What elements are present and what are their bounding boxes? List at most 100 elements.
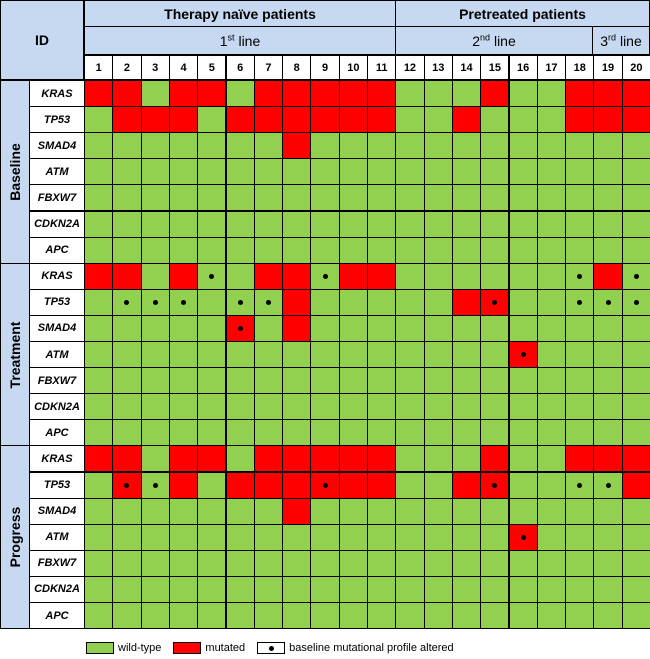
wild-type-cell <box>338 132 368 160</box>
wild-type-cell <box>197 288 227 316</box>
legend-label-wild-type: wild-type <box>118 642 162 654</box>
altered-dot-icon <box>605 299 611 305</box>
wild-type-cell <box>565 575 595 603</box>
mutated-cell <box>282 106 312 134</box>
wild-type-cell <box>367 549 397 577</box>
wild-type-cell <box>338 184 368 212</box>
wild-type-cell <box>395 158 425 186</box>
wild-type-cell <box>395 471 425 499</box>
wild-type-cell <box>423 184 453 212</box>
wild-type-cell <box>395 393 425 421</box>
wild-type-cell <box>253 184 284 212</box>
mutated-cell <box>480 288 510 316</box>
wild-type-cell <box>508 262 538 290</box>
wild-type-cell <box>423 367 453 395</box>
patient-number: 4 <box>168 55 199 80</box>
wild-type-cell <box>253 549 284 577</box>
wild-type-cell <box>367 210 397 238</box>
wild-type-cell <box>282 210 312 238</box>
wild-type-cell <box>338 393 368 421</box>
wild-type-cell <box>621 158 650 186</box>
wild-type-cell <box>112 497 142 525</box>
wild-type-cell <box>395 445 425 473</box>
wild-type-cell <box>593 210 623 238</box>
wild-type-cell <box>536 106 567 134</box>
wild-type-cell <box>593 184 623 212</box>
wild-type-cell <box>253 419 284 447</box>
mutated-cell <box>84 80 114 108</box>
wild-type-cell <box>480 262 510 290</box>
group-header-pretreated: Pretreated patients <box>395 0 650 27</box>
wild-type-cell <box>565 367 595 395</box>
wild-type-cell <box>423 575 453 603</box>
wild-type-cell <box>112 184 142 212</box>
wild-type-cell <box>423 523 453 551</box>
wild-type-cell <box>451 497 482 525</box>
wild-type-cell <box>168 367 199 395</box>
mutated-cell <box>451 288 482 316</box>
gene-label: KRAS <box>29 445 85 473</box>
wild-type-cell <box>621 288 650 316</box>
mutated-cell <box>310 471 340 499</box>
wild-type-cell <box>84 575 114 603</box>
wild-type-cell <box>451 575 482 603</box>
wild-type-cell <box>338 288 368 316</box>
mutated-cell <box>621 106 650 134</box>
legend-item-mutated: mutated <box>173 642 245 654</box>
mutated-cell <box>140 106 170 134</box>
wild-type-cell <box>621 341 650 369</box>
altered-dot-icon <box>237 299 243 305</box>
wild-type-cell <box>565 132 595 160</box>
wild-type-cell <box>395 262 425 290</box>
wild-type-cell <box>310 393 340 421</box>
wild-type-cell <box>282 419 312 447</box>
wild-type-cell <box>84 158 114 186</box>
mutated-cell <box>508 523 538 551</box>
legend-swatch-altered <box>257 642 286 654</box>
mutated-cell <box>282 288 312 316</box>
wild-type-cell <box>197 106 227 134</box>
altered-dot-icon <box>152 299 158 305</box>
wild-type-cell <box>140 184 170 212</box>
wild-type-cell <box>338 602 368 630</box>
wild-type-cell <box>197 132 227 160</box>
wild-type-cell <box>423 210 453 238</box>
wild-type-cell <box>395 288 425 316</box>
wild-type-cell <box>253 341 284 369</box>
wild-type-cell <box>395 367 425 395</box>
gene-label: FBXW7 <box>29 549 85 577</box>
gene-label: ATM <box>29 523 85 551</box>
mutated-cell <box>197 445 227 473</box>
wild-type-cell <box>310 236 340 264</box>
wild-type-cell <box>423 106 453 134</box>
mutated-cell <box>367 80 397 108</box>
mutated-cell <box>253 445 284 473</box>
wild-type-cell <box>451 393 482 421</box>
mutated-cell <box>593 106 623 134</box>
wild-type-cell <box>84 549 114 577</box>
mutated-cell <box>593 262 623 290</box>
wild-type-cell <box>253 314 284 342</box>
wild-type-cell <box>565 262 595 290</box>
wild-type-cell <box>536 262 567 290</box>
gene-label: ATM <box>29 341 85 369</box>
wild-type-cell <box>310 419 340 447</box>
wild-type-cell <box>112 132 142 160</box>
mutated-cell <box>112 471 142 499</box>
mutated-cell <box>112 262 142 290</box>
gene-label: CDKN2A <box>29 575 85 603</box>
mutated-cell <box>310 445 340 473</box>
wild-type-cell <box>621 314 650 342</box>
wild-type-cell <box>395 419 425 447</box>
wild-type-cell <box>84 210 114 238</box>
wild-type-cell <box>168 314 199 342</box>
wild-type-cell <box>338 523 368 551</box>
wild-type-cell <box>225 497 255 525</box>
mutated-cell <box>451 471 482 499</box>
wild-type-cell <box>225 288 255 316</box>
wild-type-cell <box>338 549 368 577</box>
wild-type-cell <box>140 523 170 551</box>
wild-type-cell <box>480 236 510 264</box>
mutated-cell <box>480 471 510 499</box>
wild-type-cell <box>536 497 567 525</box>
